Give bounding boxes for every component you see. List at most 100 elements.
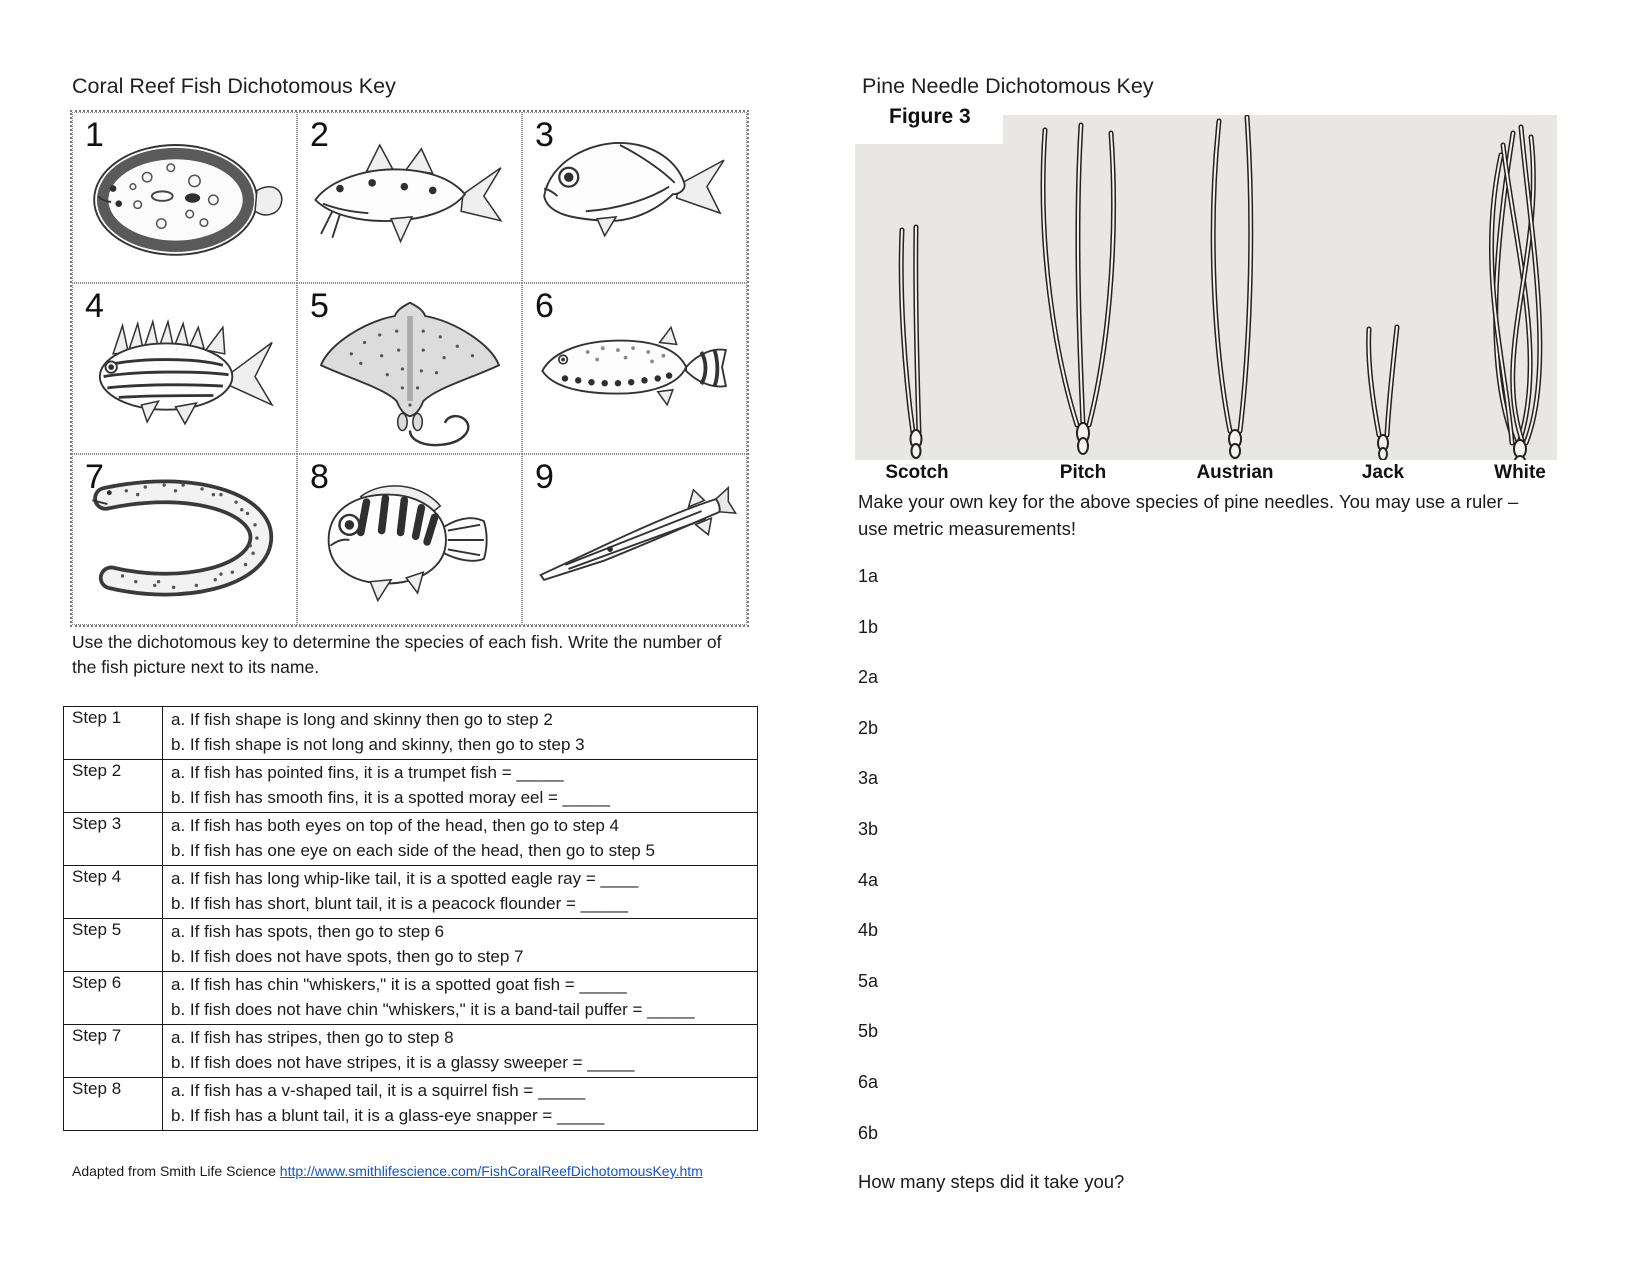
fish-6-band-tail-puffer-illustration (541, 325, 727, 407)
key-blank-2b: 2b (858, 718, 879, 738)
option-b: b. If fish has short, blunt tail, it is … (171, 893, 628, 913)
fish-2-spotted-goatfish-illustration (314, 143, 503, 244)
key-blank-5b: 5b (858, 1021, 879, 1041)
step-options: a. If fish has stripes, then go to step … (162, 1024, 758, 1078)
option-a: a. If fish has stripes, then go to step … (171, 1028, 454, 1047)
key-blank-6a: 6a (858, 1072, 879, 1092)
step-options: a. If fish has chin "whiskers," it is a … (162, 971, 758, 1025)
option-a: a. If fish has spots, then go to step 6 (171, 922, 445, 941)
fish-1-peacock-flounder-illustration (93, 144, 283, 256)
table-row: Step 7 a. If fish has stripes, then go t… (63, 1024, 758, 1078)
species-label-scotch: Scotch (885, 462, 949, 483)
scotch-pine-needles (898, 224, 923, 459)
option-b: b. If fish has a blunt tail, it is a gla… (171, 1105, 605, 1125)
option-a: a. If fish has chin "whiskers," it is a … (171, 975, 627, 994)
pine-needle-key-title: Pine Needle Dichotomous Key (862, 74, 1154, 98)
fish-number: 2 (310, 116, 329, 154)
fish-number: 1 (85, 116, 104, 154)
attribution-text: Adapted from Smith Life Science (72, 1163, 280, 1179)
fish-cell-8: 8 (297, 454, 522, 625)
key-blank-4a: 4a (858, 870, 879, 890)
fish-number: 3 (535, 116, 554, 154)
fish-cell-9: 9 (522, 454, 747, 625)
key-blank-3b: 3b (858, 819, 879, 839)
table-row: Step 1 a. If fish shape is long and skin… (63, 706, 758, 760)
pine-key-instructions: Make your own key for the above species … (858, 488, 1548, 542)
table-row: Step 8 a. If fish has a v-shaped tail, i… (63, 1077, 758, 1131)
fish-5-spotted-eagle-ray-illustration (319, 301, 501, 447)
fish-cell-2: 2 (297, 112, 522, 283)
fish-number: 8 (310, 458, 329, 496)
fish-cell-6: 6 (522, 283, 747, 454)
fish-cell-1: 1 (72, 112, 297, 283)
step-options: a. If fish has spots, then go to step 6 … (162, 918, 758, 972)
table-row: Step 2 a. If fish has pointed fins, it i… (63, 759, 758, 813)
table-row: Step 6 a. If fish has chin "whiskers," i… (63, 971, 758, 1025)
step-options: a. If fish has both eyes on top of the h… (162, 812, 758, 866)
step-label: Step 5 (63, 918, 163, 972)
option-b: b. If fish has one eye on each side of t… (171, 840, 655, 860)
key-blank-1b: 1b (858, 617, 879, 637)
fish-9-trumpet-fish-illustration (539, 485, 738, 581)
fish-number: 6 (535, 287, 554, 325)
key-blank-3a: 3a (858, 768, 879, 788)
fish-cell-3: 3 (522, 112, 747, 283)
step-options: a. If fish has a v-shaped tail, it is a … (162, 1077, 758, 1131)
option-a: a. If fish has both eyes on top of the h… (171, 816, 619, 835)
fish-7-spotted-moray-eel-illustration (92, 479, 274, 597)
austrian-pine-needles (1210, 115, 1254, 459)
figure-label-patch (845, 100, 1003, 144)
key-blank-5a: 5a (858, 971, 879, 991)
species-label-pitch: Pitch (1059, 462, 1107, 483)
option-b: b. If fish does not have spots, then go … (171, 946, 524, 966)
step-label: Step 4 (63, 865, 163, 919)
fish-4-squirrel-fish-illustration (98, 318, 274, 426)
attribution-footer: Adapted from Smith Life Science http://w… (72, 1163, 703, 1179)
pine-instructions-line-1: Make your own key for the above species … (858, 491, 1519, 512)
key-blank-2a: 2a (858, 667, 879, 687)
fish-cell-7: 7 (72, 454, 297, 625)
option-a: a. If fish has long whip-like tail, it i… (171, 869, 639, 888)
attribution-link[interactable]: http://www.smithlifescience.com/FishCora… (279, 1163, 703, 1179)
step-label: Step 2 (63, 759, 163, 813)
option-b: b. If fish has smooth fins, it is a spot… (171, 787, 610, 807)
species-label-white: White (1494, 462, 1546, 483)
option-b: b. If fish does not have stripes, it is … (171, 1052, 635, 1072)
step-label: Step 1 (63, 706, 163, 760)
step-label: Step 6 (63, 971, 163, 1025)
fish-number: 9 (535, 458, 554, 496)
fish-3-glassy-sweeper-illustration (543, 142, 725, 238)
step-label: Step 7 (63, 1024, 163, 1078)
species-label-austrian: Austrian (1196, 462, 1274, 483)
option-a: a. If fish has a v-shaped tail, it is a … (171, 1081, 586, 1100)
fish-cell-5: 5 (297, 283, 522, 454)
steps-question: How many steps did it take you? (858, 1171, 1125, 1192)
option-a: a. If fish shape is long and skinny then… (171, 710, 553, 729)
key-blank-6b: 6b (858, 1123, 879, 1143)
step-label: Step 8 (63, 1077, 163, 1131)
fish-number: 4 (85, 287, 104, 325)
option-a: a. If fish has pointed fins, it is a tru… (171, 763, 564, 782)
pine-needle-figure (855, 115, 1557, 460)
dichotomous-key-table: Step 1 a. If fish shape is long and skin… (63, 706, 758, 1131)
figure-label: Figure 3 (889, 105, 971, 128)
fish-cell-4: 4 (72, 283, 297, 454)
key-blank-4b: 4b (858, 920, 879, 940)
white-pine-needles (1488, 124, 1543, 460)
pitch-pine-needles (1040, 122, 1117, 455)
fish-number: 5 (310, 287, 329, 325)
option-b: b. If fish does not have chin "whiskers,… (171, 999, 695, 1019)
pine-instructions-line-2: use metric measurements! (858, 518, 1076, 539)
fish-number: 7 (85, 458, 104, 496)
fish-8-glass-eye-snapper-illustration (327, 485, 488, 603)
step-options: a. If fish shape is long and skinny then… (162, 706, 758, 760)
key-blank-1a: 1a (858, 566, 879, 586)
coral-reef-key-title: Coral Reef Fish Dichotomous Key (72, 74, 396, 98)
table-row: Step 4 a. If fish has long whip-like tai… (63, 865, 758, 919)
option-b: b. If fish shape is not long and skinny,… (171, 734, 585, 754)
fish-key-instructions: Use the dichotomous key to determine the… (72, 632, 722, 677)
table-row: Step 5 a. If fish has spots, then go to … (63, 918, 758, 972)
step-options: a. If fish has pointed fins, it is a tru… (162, 759, 758, 813)
step-label: Step 3 (63, 812, 163, 866)
step-options: a. If fish has long whip-like tail, it i… (162, 865, 758, 919)
